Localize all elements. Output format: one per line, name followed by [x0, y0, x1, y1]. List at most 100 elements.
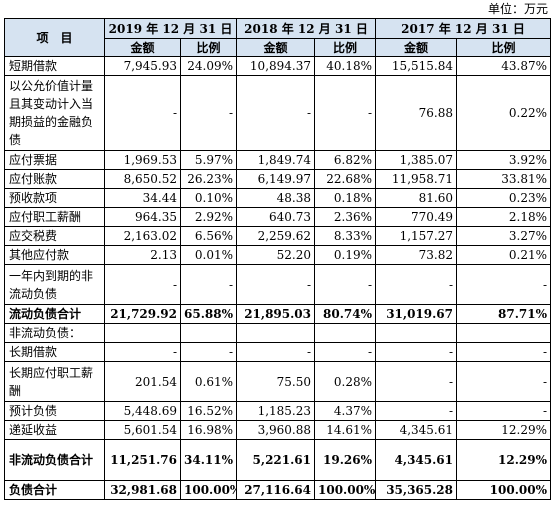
table-row: 应付职工薪酬 964.35 2.92% 640.73 2.36% 770.49 2.18% — [4, 207, 551, 227]
amount-cell: 640.73 — [236, 207, 315, 227]
header-row-years: 项 目 2019 年 12 月 31 日 2018 年 12 月 31 日 20… — [4, 18, 551, 57]
amount-cell: 201.54 — [104, 361, 181, 402]
amount-cell: 2,259.62 — [236, 226, 315, 246]
header-item: 项 目 — [4, 18, 105, 57]
header-amount: 金额 — [104, 38, 181, 57]
row-label: 长期借款 — [4, 342, 105, 362]
table-row: 应付票据 1,969.53 5.97% 1,849.74 6.82% 1,385.07 3.… — [4, 150, 551, 170]
amount-cell: 8,650.52 — [104, 169, 181, 189]
amount-cell: 81.60 — [375, 188, 457, 208]
table-row: 应交税费 2,163.02 6.56% 2,259.62 8.33% 1,157.27 3.… — [4, 226, 551, 246]
amount-cell: - — [104, 342, 181, 362]
ratio-cell: 100.00% — [456, 480, 551, 500]
ratio-cell: 100.00% — [180, 480, 237, 500]
header-amount: 金额 — [375, 38, 457, 57]
amount-cell — [236, 323, 315, 343]
ratio-cell: 100.00% — [314, 480, 376, 500]
ratio-cell — [456, 323, 551, 343]
amount-cell: 27,116.64 — [236, 480, 315, 500]
ratio-cell: 0.23% — [456, 188, 551, 208]
ratio-cell: - — [456, 401, 551, 421]
row-label: 应付票据 — [4, 150, 105, 170]
amount-cell: - — [375, 401, 457, 421]
amount-cell: 15,515.84 — [375, 56, 457, 76]
row-label: 应付账款 — [4, 169, 105, 189]
amount-cell: - — [236, 264, 315, 305]
amount-cell: 964.35 — [104, 207, 181, 227]
amount-cell: 73.82 — [375, 245, 457, 265]
ratio-cell: 3.27% — [456, 226, 551, 246]
row-label: 预计负债 — [4, 401, 105, 421]
amount-cell: - — [104, 75, 181, 151]
ratio-cell: 14.61% — [314, 420, 376, 440]
ratio-cell: 0.01% — [180, 245, 237, 265]
ratio-cell — [180, 323, 237, 343]
amount-cell — [375, 323, 457, 343]
header-year-2018: 2018 年 12 月 31 日 — [236, 18, 376, 39]
header-ratio: 比例 — [180, 38, 237, 57]
header-year-2017: 2017 年 12 月 31 日 — [375, 18, 551, 39]
table-row: 长期借款 - - - - - - — [4, 342, 551, 362]
amount-cell: 76.88 — [375, 75, 457, 151]
ratio-cell: - — [456, 361, 551, 402]
ratio-cell: 2.36% — [314, 207, 376, 227]
amount-cell: 2,163.02 — [104, 226, 181, 246]
ratio-cell: 22.68% — [314, 169, 376, 189]
header-year-2019: 2019 年 12 月 31 日 — [104, 18, 237, 39]
table-row: 非流动负债合计 11,251.76 34.11% 5,221.61 19.26% 4,34… — [4, 439, 551, 481]
ratio-cell: - — [314, 264, 376, 305]
amount-cell: 1,849.74 — [236, 150, 315, 170]
ratio-cell: 65.88% — [180, 304, 237, 324]
amount-cell: - — [236, 75, 315, 151]
amount-cell: 75.50 — [236, 361, 315, 402]
ratio-cell: 5.97% — [180, 150, 237, 170]
amount-cell: 1,185.23 — [236, 401, 315, 421]
amount-cell: - — [104, 264, 181, 305]
ratio-cell: 80.74% — [314, 304, 376, 324]
table-row: 非流动负债： — [4, 323, 551, 343]
amount-cell: 2.13 — [104, 245, 181, 265]
ratio-cell: 16.52% — [180, 401, 237, 421]
ratio-cell: - — [180, 75, 237, 151]
amount-cell: 4,345.61 — [375, 439, 457, 481]
ratio-cell: 19.26% — [314, 439, 376, 481]
ratio-cell: 26.23% — [180, 169, 237, 189]
row-label: 应交税费 — [4, 226, 105, 246]
row-label: 应付职工薪酬 — [4, 207, 105, 227]
amount-cell: - — [375, 342, 457, 362]
amount-cell: - — [236, 342, 315, 362]
ratio-cell: 40.18% — [314, 56, 376, 76]
ratio-cell: 3.92% — [456, 150, 551, 170]
ratio-cell: 24.09% — [180, 56, 237, 76]
ratio-cell: - — [456, 342, 551, 362]
ratio-cell: 12.29% — [456, 439, 551, 481]
ratio-cell: 2.92% — [180, 207, 237, 227]
unit-label: 单位：万元 — [487, 2, 548, 16]
ratio-cell: - — [456, 264, 551, 305]
amount-cell: 7,945.93 — [104, 56, 181, 76]
amount-cell: 35,365.28 — [375, 480, 457, 500]
liabilities-table: 项 目 2019 年 12 月 31 日 2018 年 12 月 31 日 20… — [4, 18, 551, 500]
table-row: 长期应付职工薪酬 201.54 0.61% 75.50 0.28% - - — [4, 361, 551, 402]
amount-cell: 5,601.54 — [104, 420, 181, 440]
table-row: 其他应付款 2.13 0.01% 52.20 0.19% 73.82 0.21% — [4, 245, 551, 265]
ratio-cell: 87.71% — [456, 304, 551, 324]
ratio-cell: 0.28% — [314, 361, 376, 402]
table-row: 一年内到期的非流动负债 - - - - - - — [4, 264, 551, 305]
table-row: 预收款项 34.44 0.10% 48.38 0.18% 81.60 0.23% — [4, 188, 551, 208]
ratio-cell: 6.56% — [180, 226, 237, 246]
amount-cell: 10,894.37 — [236, 56, 315, 76]
ratio-cell: 34.11% — [180, 439, 237, 481]
ratio-cell: 0.10% — [180, 188, 237, 208]
ratio-cell: 33.81% — [456, 169, 551, 189]
row-label: 流动负债合计 — [4, 304, 105, 324]
header-row-sub: 金额 比例 金额 比例 金额 比例 — [4, 38, 551, 57]
row-label: 递延收益 — [4, 420, 105, 440]
ratio-cell: 16.98% — [180, 420, 237, 440]
row-label: 负债合计 — [4, 480, 105, 500]
table-row: 流动负债合计 21,729.92 65.88% 21,895.03 80.74% 31,0… — [4, 304, 551, 324]
row-label: 长期应付职工薪酬 — [4, 361, 105, 402]
ratio-cell: 0.21% — [456, 245, 551, 265]
ratio-cell: 6.82% — [314, 150, 376, 170]
table-row: 以公允价值计量且其变动计入当期损益的金融负债 - - - -76.88 0.22% — [4, 75, 551, 151]
